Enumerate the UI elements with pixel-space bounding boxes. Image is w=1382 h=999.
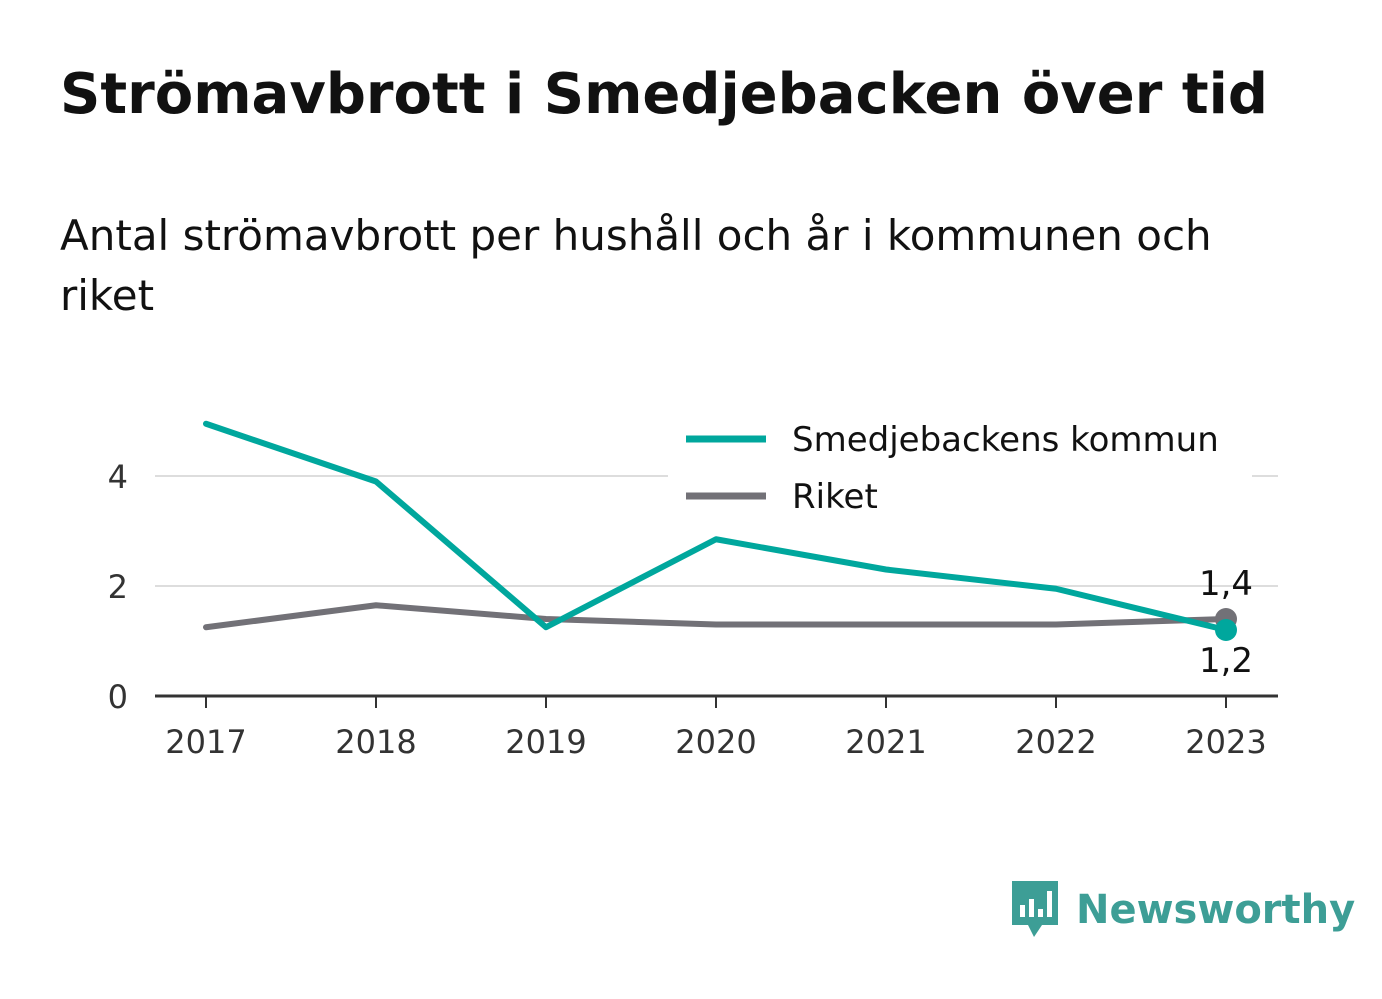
x-tick-label: 2022 (1015, 723, 1096, 761)
legend-label: Riket (792, 477, 878, 517)
series-lines (203, 420, 1237, 641)
y-tick-label: 0 (108, 678, 128, 716)
bar-chart-speech-bubble-icon (1012, 881, 1058, 937)
end-labels: 1,4 1,2 (1199, 564, 1253, 681)
end-label: 1,4 (1199, 564, 1253, 604)
x-tick-label: 2019 (505, 723, 586, 761)
series-line (203, 420, 1229, 633)
end-label: 1,2 (1199, 641, 1253, 681)
y-tick-label: 2 (108, 568, 128, 606)
y-axis-ticks: 0 2 4 (108, 458, 128, 716)
chart-title: Strömavbrott i Smedjebacken över tid (60, 62, 1268, 127)
legend-background (668, 410, 1252, 528)
legend: Smedjebackens kommun Riket (668, 410, 1252, 528)
series-line (203, 602, 1229, 631)
x-tick-label: 2023 (1185, 723, 1266, 761)
y-tick-label: 4 (108, 458, 128, 496)
end-marker (1215, 619, 1237, 641)
chart-subtitle: Antal strömavbrott per hushåll och år i … (60, 211, 1212, 320)
newsworthy-logo: Newsworthy (1010, 878, 1355, 942)
legend-label: Smedjebackens kommun (792, 420, 1219, 460)
x-tick-label: 2018 (335, 723, 416, 761)
x-tick-label: 2020 (675, 723, 756, 761)
x-tick-label: 2017 (165, 723, 246, 761)
x-tick-label: 2021 (845, 723, 926, 761)
x-axis: 2017 2018 2019 2020 2021 2022 2023 (155, 694, 1278, 761)
brand-name: Newsworthy (1076, 887, 1356, 933)
